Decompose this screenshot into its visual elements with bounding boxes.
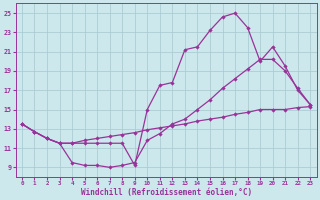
X-axis label: Windchill (Refroidissement éolien,°C): Windchill (Refroidissement éolien,°C) (81, 188, 252, 197)
